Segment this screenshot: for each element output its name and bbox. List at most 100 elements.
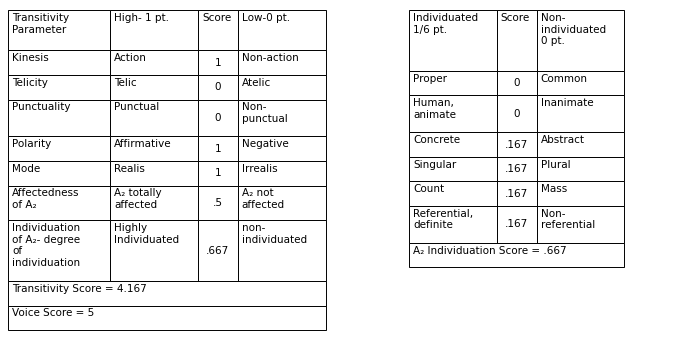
Bar <box>110 10 198 50</box>
Bar <box>8 75 110 100</box>
Bar <box>198 50 238 75</box>
Text: 0: 0 <box>513 78 520 88</box>
Bar <box>409 95 497 132</box>
Bar <box>497 206 537 243</box>
Text: .167: .167 <box>505 139 528 150</box>
Bar <box>537 132 624 157</box>
Text: Mass: Mass <box>541 184 567 194</box>
Text: .167: .167 <box>505 189 528 199</box>
Bar <box>110 75 198 100</box>
Text: 0: 0 <box>214 82 221 92</box>
Bar <box>409 206 497 243</box>
Text: Telic: Telic <box>114 78 137 88</box>
Bar <box>497 95 537 132</box>
Text: Highly
Individuated: Highly Individuated <box>114 223 179 244</box>
Text: Voice Score = 5: Voice Score = 5 <box>12 308 95 318</box>
Bar <box>238 161 326 186</box>
Text: Abstract: Abstract <box>541 135 585 145</box>
Bar <box>497 157 537 181</box>
Text: Irrealis: Irrealis <box>242 164 278 174</box>
Bar <box>409 71 497 95</box>
Text: Individuation
of A₂- degree
of
individuation: Individuation of A₂- degree of individua… <box>12 223 80 268</box>
Text: Human,
animate: Human, animate <box>413 98 456 120</box>
Text: .167: .167 <box>505 164 528 174</box>
Text: non-
individuated: non- individuated <box>242 223 307 244</box>
Text: Non-action: Non-action <box>242 53 299 63</box>
Bar <box>238 136 326 161</box>
Text: Punctual: Punctual <box>114 102 159 112</box>
Text: Plural: Plural <box>541 160 570 169</box>
Bar <box>198 186 238 220</box>
Text: Individuated
1/6 pt.: Individuated 1/6 pt. <box>413 13 478 34</box>
Text: Inanimate: Inanimate <box>541 98 594 108</box>
Bar <box>198 75 238 100</box>
Bar <box>8 220 110 281</box>
Text: Score: Score <box>501 13 530 23</box>
Text: Kinesis: Kinesis <box>12 53 49 63</box>
Bar <box>537 10 624 71</box>
Text: Non-
punctual: Non- punctual <box>242 102 288 124</box>
Text: Negative: Negative <box>242 139 289 149</box>
Bar <box>238 220 326 281</box>
Text: A₂ not
affected: A₂ not affected <box>242 188 285 210</box>
Text: Common: Common <box>541 74 587 84</box>
Text: Affectedness
of A₂: Affectedness of A₂ <box>12 188 80 210</box>
Bar <box>110 220 198 281</box>
Text: Polarity: Polarity <box>12 139 52 149</box>
Bar <box>497 71 537 95</box>
Bar <box>409 181 497 206</box>
Bar <box>238 10 326 50</box>
Bar <box>198 100 238 136</box>
Bar <box>198 220 238 281</box>
Bar <box>8 306 326 330</box>
Bar <box>537 206 624 243</box>
Text: Proper: Proper <box>413 74 447 84</box>
Bar <box>8 100 110 136</box>
Text: Referential,
definite: Referential, definite <box>413 209 473 230</box>
Bar <box>8 281 326 306</box>
Bar <box>8 161 110 186</box>
Text: Count: Count <box>413 184 444 194</box>
Bar <box>110 100 198 136</box>
Bar <box>198 136 238 161</box>
Text: Transitivity Score = 4.167: Transitivity Score = 4.167 <box>12 284 147 294</box>
Bar <box>110 186 198 220</box>
Bar <box>497 181 537 206</box>
Text: High- 1 pt.: High- 1 pt. <box>114 13 169 23</box>
Text: Realis: Realis <box>114 164 145 174</box>
Bar <box>8 186 110 220</box>
Text: 0: 0 <box>214 113 221 123</box>
Text: .5: .5 <box>213 198 223 208</box>
Bar <box>238 100 326 136</box>
Text: Action: Action <box>114 53 147 63</box>
Text: Transitivity
Parameter: Transitivity Parameter <box>12 13 69 34</box>
Bar <box>537 95 624 132</box>
Text: 1: 1 <box>214 58 221 68</box>
Text: Non-
individuated
0 pt.: Non- individuated 0 pt. <box>541 13 606 46</box>
Bar <box>238 186 326 220</box>
Bar <box>8 10 110 50</box>
Text: 1: 1 <box>214 144 221 154</box>
Text: .667: .667 <box>206 246 229 256</box>
Text: Punctuality: Punctuality <box>12 102 71 112</box>
Bar <box>409 10 497 71</box>
Bar <box>110 136 198 161</box>
Text: Atelic: Atelic <box>242 78 271 88</box>
Bar <box>8 50 110 75</box>
Text: Telicity: Telicity <box>12 78 48 88</box>
Text: Score: Score <box>202 13 232 23</box>
Text: A₂ totally
affected: A₂ totally affected <box>114 188 161 210</box>
Text: Singular: Singular <box>413 160 456 169</box>
Text: Affirmative: Affirmative <box>114 139 172 149</box>
Bar <box>537 157 624 181</box>
Bar <box>110 50 198 75</box>
Text: A₂ Individuation Score = .667: A₂ Individuation Score = .667 <box>413 246 567 255</box>
Bar <box>238 50 326 75</box>
Bar <box>497 10 537 71</box>
Text: Mode: Mode <box>12 164 41 174</box>
Bar <box>537 71 624 95</box>
Text: Low-0 pt.: Low-0 pt. <box>242 13 290 23</box>
Bar <box>409 243 624 267</box>
Text: Concrete: Concrete <box>413 135 460 145</box>
Bar <box>198 10 238 50</box>
